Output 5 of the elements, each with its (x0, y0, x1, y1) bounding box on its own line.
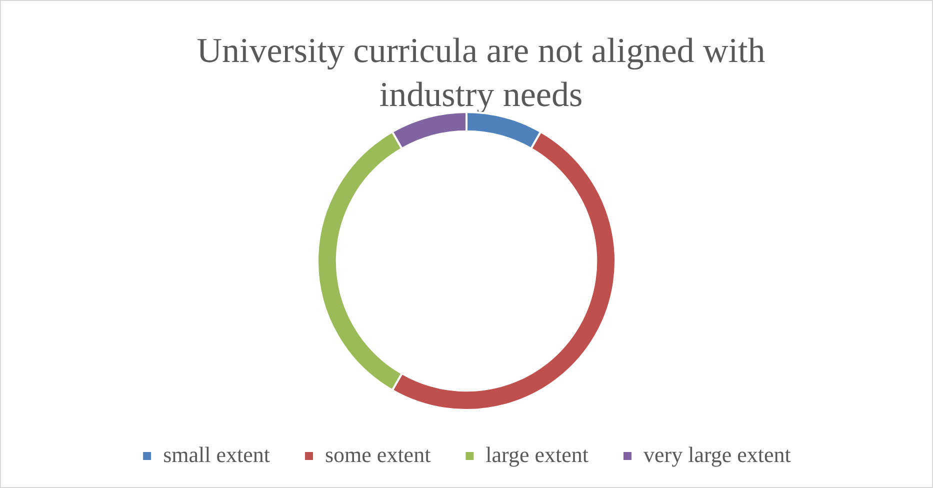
chart-title: University curricula are not aligned with industry needs (196, 30, 766, 116)
legend-label: some extent (324, 442, 431, 467)
legend-label: small extent (163, 442, 270, 467)
legend-label: large extent (486, 442, 589, 467)
legend-label: very large extent (644, 442, 791, 467)
